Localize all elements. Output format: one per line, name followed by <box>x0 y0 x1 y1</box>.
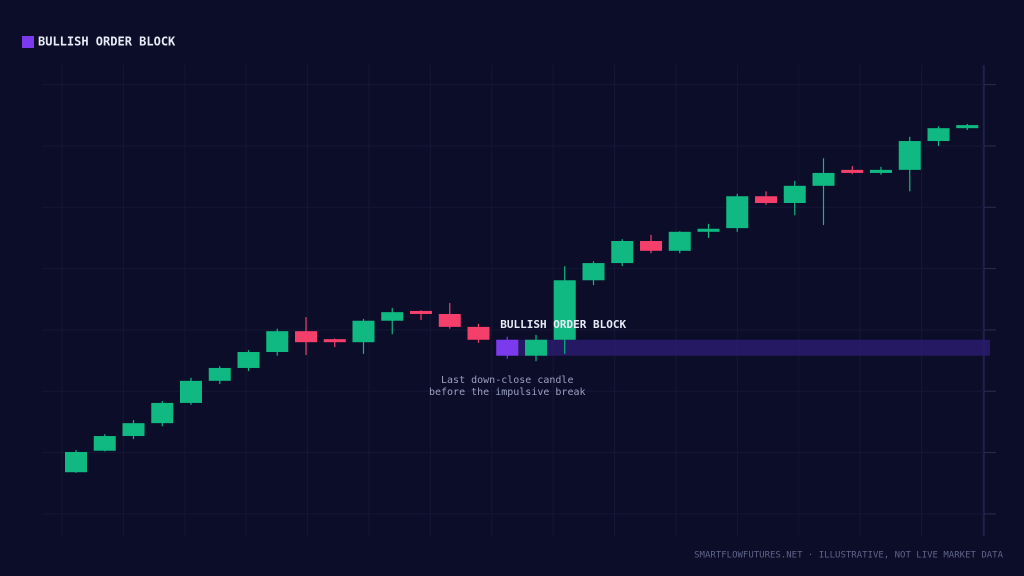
candle-body <box>266 331 289 353</box>
candle-body <box>352 320 375 343</box>
candle-body <box>93 436 116 451</box>
candle-body <box>208 367 231 381</box>
candle-body <box>668 231 691 251</box>
candle-body <box>122 423 145 437</box>
candle-body <box>553 280 576 340</box>
candle-body <box>956 125 979 129</box>
candle-body <box>927 128 950 142</box>
annotation: before the impulsive break <box>429 387 586 398</box>
legend-label: BULLISH ORDER BLOCK <box>38 35 176 49</box>
candle-body <box>438 313 461 327</box>
candle-body <box>237 352 260 368</box>
candle-body <box>755 196 777 203</box>
candle-body <box>898 141 921 170</box>
candle-body <box>525 339 547 356</box>
order-block-label: BULLISH ORDER BLOCK <box>500 318 626 331</box>
annotation: Last down-close candle <box>441 375 573 386</box>
candle-body <box>640 241 662 251</box>
candle-body <box>180 380 202 403</box>
candle-body <box>870 169 892 173</box>
candle-body <box>323 339 346 343</box>
candle-body <box>812 172 835 186</box>
candle-body <box>65 451 87 473</box>
candle-body <box>467 326 490 340</box>
candle-body <box>295 331 317 343</box>
candle-body <box>697 228 720 232</box>
candle-body <box>381 312 404 321</box>
candle-body <box>611 241 634 264</box>
candle-body <box>783 185 806 203</box>
candle-body <box>410 310 432 314</box>
candle-body <box>841 169 864 173</box>
order-block-zone <box>496 339 990 356</box>
footer: SMARTFLOWFUTURES.NET · ILLUSTRATIVE, NOT… <box>694 551 1003 561</box>
candle-body <box>496 339 519 356</box>
vertical-grid <box>61 65 984 536</box>
candle-body <box>582 263 605 281</box>
candle-body <box>151 402 174 424</box>
candle-body <box>726 196 749 229</box>
legend-swatch <box>22 36 34 48</box>
